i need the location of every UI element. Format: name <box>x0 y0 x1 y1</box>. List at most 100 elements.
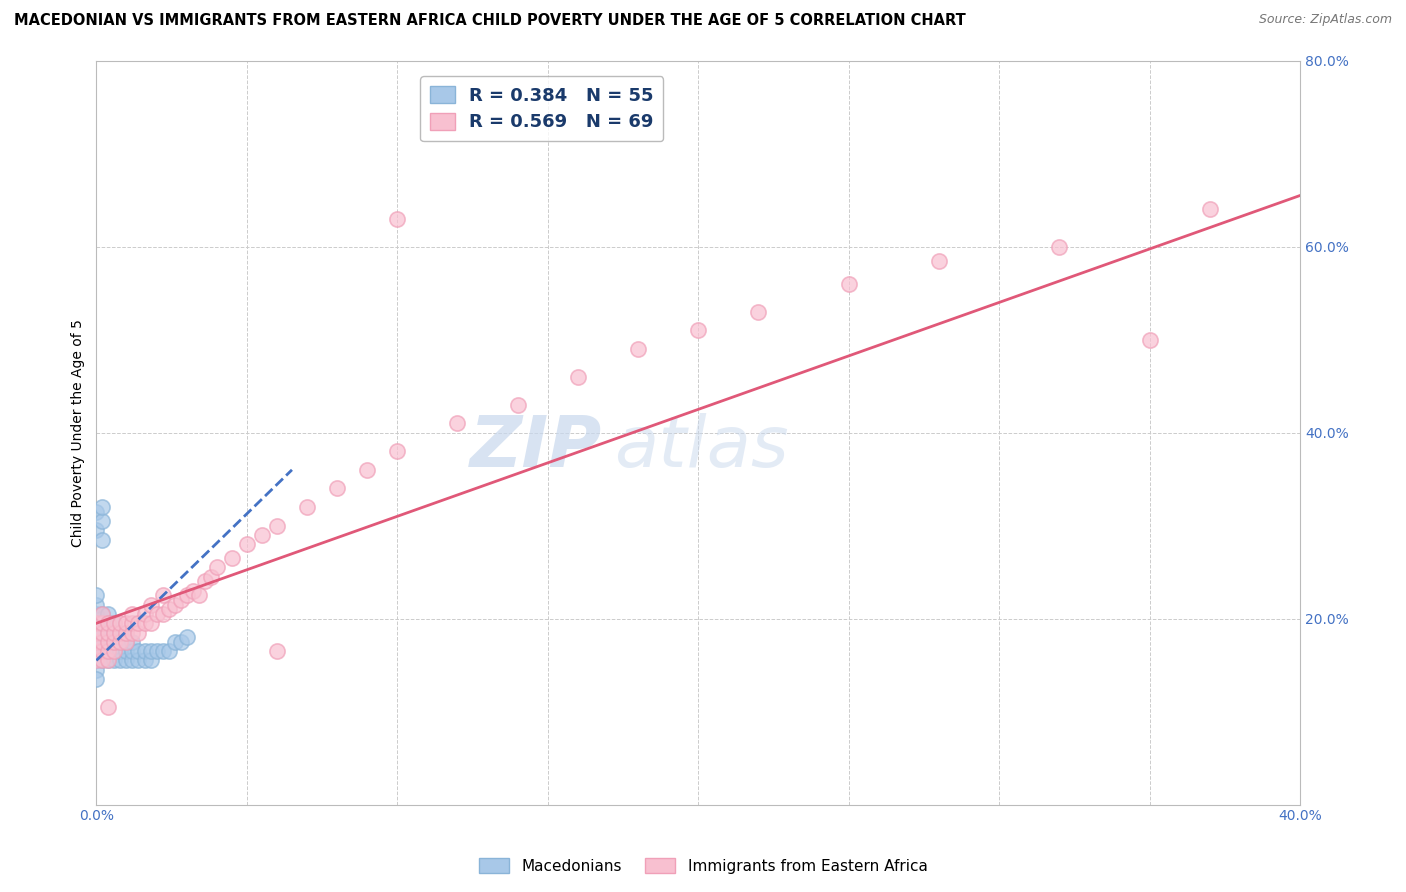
Point <box>97 625 120 640</box>
Point <box>121 653 143 667</box>
Point <box>86 635 108 649</box>
Point <box>91 625 114 640</box>
Point <box>134 616 156 631</box>
Point <box>103 625 125 640</box>
Point <box>115 616 138 631</box>
Point <box>121 644 143 658</box>
Point <box>163 635 186 649</box>
Point <box>127 616 149 631</box>
Point <box>1139 333 1161 347</box>
Point <box>91 635 114 649</box>
Point <box>356 463 378 477</box>
Text: ZIP: ZIP <box>470 413 602 482</box>
Point <box>97 700 120 714</box>
Point <box>121 625 143 640</box>
Point <box>97 653 120 667</box>
Point <box>266 644 288 658</box>
Point <box>103 635 125 649</box>
Point <box>91 644 114 658</box>
Point <box>152 588 174 602</box>
Point <box>110 616 132 631</box>
Point <box>97 616 120 631</box>
Point <box>127 653 149 667</box>
Point <box>86 653 108 667</box>
Point <box>86 607 108 621</box>
Point <box>139 616 162 631</box>
Point <box>187 588 209 602</box>
Point <box>145 607 167 621</box>
Point <box>139 644 162 658</box>
Point <box>91 607 114 621</box>
Point <box>236 537 259 551</box>
Point <box>103 644 125 658</box>
Point <box>139 653 162 667</box>
Point <box>169 635 191 649</box>
Point <box>838 277 860 291</box>
Point <box>169 593 191 607</box>
Point <box>688 323 710 337</box>
Point <box>200 570 222 584</box>
Point <box>86 505 108 519</box>
Point <box>176 630 198 644</box>
Point <box>91 533 114 547</box>
Point <box>86 625 108 640</box>
Point <box>127 644 149 658</box>
Point <box>86 523 108 537</box>
Point <box>266 518 288 533</box>
Point <box>110 635 132 649</box>
Point <box>103 644 125 658</box>
Point <box>127 625 149 640</box>
Point <box>181 583 204 598</box>
Point <box>115 644 138 658</box>
Point <box>1198 202 1220 217</box>
Point <box>121 607 143 621</box>
Point <box>115 625 138 640</box>
Point <box>91 514 114 528</box>
Point <box>110 625 132 640</box>
Point <box>121 635 143 649</box>
Point <box>86 644 108 658</box>
Point <box>134 653 156 667</box>
Point <box>157 644 180 658</box>
Point <box>110 653 132 667</box>
Point <box>103 625 125 640</box>
Point <box>97 635 120 649</box>
Point <box>91 644 114 658</box>
Point <box>86 616 108 631</box>
Point <box>134 607 156 621</box>
Point <box>152 607 174 621</box>
Point <box>567 369 589 384</box>
Point <box>97 644 120 658</box>
Point <box>145 644 167 658</box>
Point <box>387 444 409 458</box>
Text: Source: ZipAtlas.com: Source: ZipAtlas.com <box>1258 13 1392 27</box>
Point <box>91 635 114 649</box>
Point <box>387 211 409 226</box>
Point <box>86 616 108 631</box>
Point <box>86 672 108 686</box>
Point <box>110 625 132 640</box>
Point <box>134 644 156 658</box>
Point <box>205 560 228 574</box>
Point <box>91 616 114 631</box>
Point <box>446 417 468 431</box>
Y-axis label: Child Poverty Under the Age of 5: Child Poverty Under the Age of 5 <box>72 318 86 547</box>
Point <box>97 616 120 631</box>
Point <box>97 607 120 621</box>
Text: MACEDONIAN VS IMMIGRANTS FROM EASTERN AFRICA CHILD POVERTY UNDER THE AGE OF 5 CO: MACEDONIAN VS IMMIGRANTS FROM EASTERN AF… <box>14 13 966 29</box>
Point <box>747 304 769 318</box>
Point <box>115 653 138 667</box>
Point <box>103 653 125 667</box>
Point <box>157 602 180 616</box>
Point <box>110 644 132 658</box>
Point <box>97 644 120 658</box>
Text: atlas: atlas <box>614 413 789 482</box>
Point <box>928 253 950 268</box>
Point <box>121 616 143 631</box>
Point <box>115 635 138 649</box>
Point <box>163 598 186 612</box>
Point <box>115 635 138 649</box>
Legend: R = 0.384   N = 55, R = 0.569   N = 69: R = 0.384 N = 55, R = 0.569 N = 69 <box>420 77 664 141</box>
Point <box>295 500 318 514</box>
Point <box>91 500 114 514</box>
